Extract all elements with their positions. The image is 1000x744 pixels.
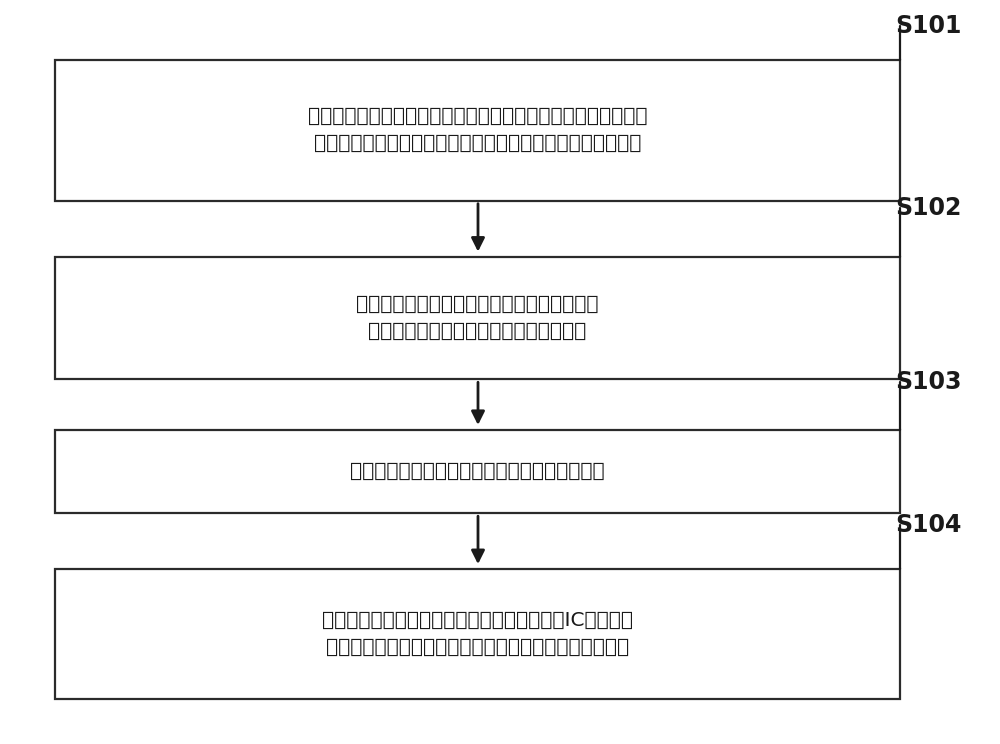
Text: 判断所述频率偏差是否大于预设的频率误差阈值: 判断所述频率偏差是否大于预设的频率误差阈值	[350, 462, 605, 481]
Text: S101: S101	[895, 14, 961, 38]
Text: S103: S103	[895, 370, 962, 394]
Text: 定时接收测试电路输入的额定时间长度的测试脉冲输入信号，并
以待测时钟作为工作时钟，对所述测试脉冲输入信号进行计数: 定时接收测试电路输入的额定时间长度的测试脉冲输入信号，并 以待测时钟作为工作时钟…	[308, 107, 647, 153]
FancyBboxPatch shape	[55, 60, 900, 201]
FancyBboxPatch shape	[55, 257, 900, 379]
Text: S104: S104	[895, 513, 961, 536]
FancyBboxPatch shape	[55, 430, 900, 513]
Text: 根据判断结果选择相应的频率调节方式对所述IC的时钟频
率进行校准，所述频率调节方式包括频率微调和频率粗调: 根据判断结果选择相应的频率调节方式对所述IC的时钟频 率进行校准，所述频率调节方…	[322, 611, 633, 658]
Text: 将当前计数值与预先存储的额定计数值进行比
较，以计算得到所述待测时钟的频率偏差: 将当前计数值与预先存储的额定计数值进行比 较，以计算得到所述待测时钟的频率偏差	[356, 295, 599, 341]
FancyBboxPatch shape	[55, 569, 900, 699]
Text: S102: S102	[895, 196, 961, 220]
